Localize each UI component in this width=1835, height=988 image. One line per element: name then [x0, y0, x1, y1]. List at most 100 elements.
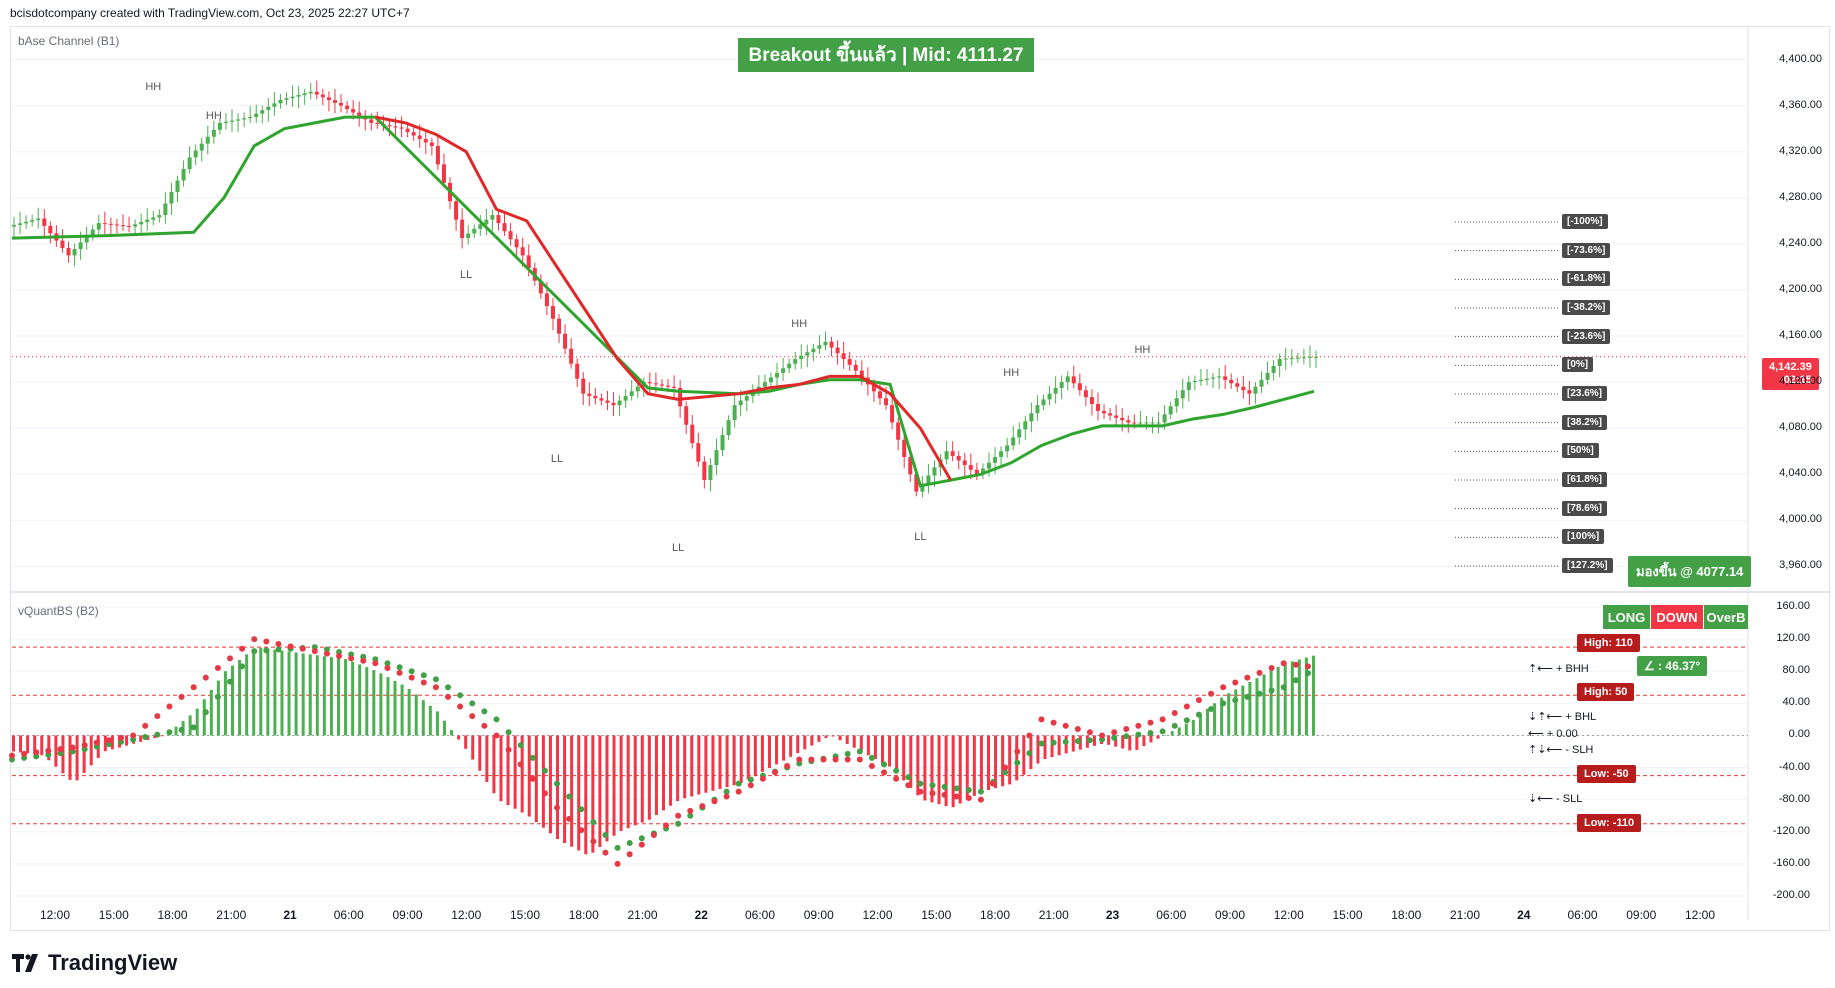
signal-dot [505, 729, 512, 736]
signal-dot [844, 750, 851, 757]
candle-body [48, 225, 53, 234]
candle-body [78, 242, 83, 249]
histogram-bar [1128, 735, 1132, 751]
candle-body [1150, 422, 1155, 424]
signal-dot [1292, 677, 1299, 684]
histogram-bar [421, 700, 425, 736]
tradingview-logo-icon [12, 954, 38, 972]
histogram-bar [492, 735, 496, 794]
signal-dot [626, 840, 633, 847]
signal-dot [154, 713, 161, 720]
histogram-bar [322, 656, 326, 736]
candle-body [605, 400, 610, 403]
legend-slh: ⇡⇣⟵ - SLH [1528, 744, 1594, 756]
signal-dot [263, 638, 270, 645]
histogram-bar [1227, 693, 1231, 736]
candle-body [1271, 366, 1276, 373]
histogram-bar [400, 684, 404, 736]
histogram-bar [1135, 735, 1139, 750]
signal-dot [166, 729, 173, 736]
histogram-bar [683, 735, 687, 799]
histogram-bar [1297, 659, 1301, 736]
signal-dot [578, 827, 585, 834]
candle-body [768, 377, 773, 383]
histogram-bar [852, 735, 856, 748]
signal-dot [856, 748, 863, 755]
signal-dot [602, 831, 609, 838]
histogram-bar [605, 735, 609, 842]
candle-body [1192, 380, 1197, 383]
signal-dot [965, 787, 972, 794]
histogram-bar [577, 735, 581, 851]
histogram-bar [336, 658, 340, 736]
candle-body [133, 224, 138, 227]
signal-dot [990, 780, 997, 787]
histogram-bar [1234, 689, 1238, 736]
candle-body [30, 220, 35, 222]
price-tick-label: 4,280.00 [1779, 190, 1822, 203]
histogram-bar [838, 735, 842, 741]
signal-dot [953, 785, 960, 792]
time-tick-label: 12:00 [39, 908, 71, 922]
candle-body [187, 157, 192, 169]
time-tick-label: 18:00 [979, 908, 1011, 922]
histogram-bar [223, 671, 227, 736]
tradingview-logo[interactable]: TradingView [12, 950, 177, 976]
candle-body [302, 93, 307, 96]
current-price-tag: 4,142.39 02:15 [1762, 358, 1819, 390]
time-tick-label: 18:00 [1391, 908, 1422, 922]
histogram-bar [231, 665, 235, 736]
candle-body [1095, 404, 1100, 411]
time-tick-label: 09:00 [1214, 908, 1246, 922]
histogram-bar [188, 715, 192, 736]
price-tick-label: 4,080.00 [1779, 421, 1822, 434]
candle-body [714, 450, 719, 466]
histogram-bar [647, 735, 651, 820]
candle-body [1253, 386, 1258, 394]
signal-dot [1195, 697, 1202, 704]
signal-dot [1244, 693, 1251, 700]
candle-body [96, 223, 101, 230]
candle-body [1223, 376, 1228, 380]
candle-body [514, 239, 519, 248]
histogram-bar [1184, 723, 1188, 736]
histogram-bar [753, 735, 757, 776]
signal-dot [917, 788, 924, 795]
signal-dot [1050, 719, 1057, 726]
candle-body [399, 127, 404, 129]
signal-dot [457, 692, 464, 699]
candle-body [1089, 397, 1094, 405]
histogram-bar [485, 735, 489, 783]
candle-body [357, 112, 362, 116]
signal-dot [1171, 722, 1178, 729]
signal-dot [953, 793, 960, 800]
histogram-bar [1177, 727, 1181, 736]
signal-dot [1050, 739, 1057, 746]
candle-body [968, 465, 973, 470]
histogram-bar [209, 689, 213, 736]
overb-button[interactable]: OverB [1704, 605, 1748, 629]
candle-body [1283, 358, 1288, 360]
down-button[interactable]: DOWN [1651, 605, 1703, 629]
candle-body [920, 483, 925, 492]
signal-dot [299, 645, 306, 652]
candle-body [1029, 413, 1034, 422]
candle-body [520, 247, 525, 256]
signal-dot [202, 709, 209, 716]
histogram-bar [301, 653, 305, 736]
histogram-bar [746, 735, 750, 780]
histogram-bar [1220, 697, 1224, 736]
signal-dot [190, 724, 197, 731]
signal-dot [844, 756, 851, 763]
signal-dot [650, 831, 657, 838]
swing-mark: HH [205, 110, 222, 123]
histogram-bar [619, 735, 623, 831]
signal-dot [69, 744, 76, 751]
signal-dot [820, 756, 827, 763]
histogram-bar [1198, 714, 1202, 736]
long-button[interactable]: LONG [1603, 605, 1650, 629]
signal-dot [1062, 722, 1069, 729]
signal-dot [735, 788, 742, 795]
candle-body [12, 224, 16, 227]
